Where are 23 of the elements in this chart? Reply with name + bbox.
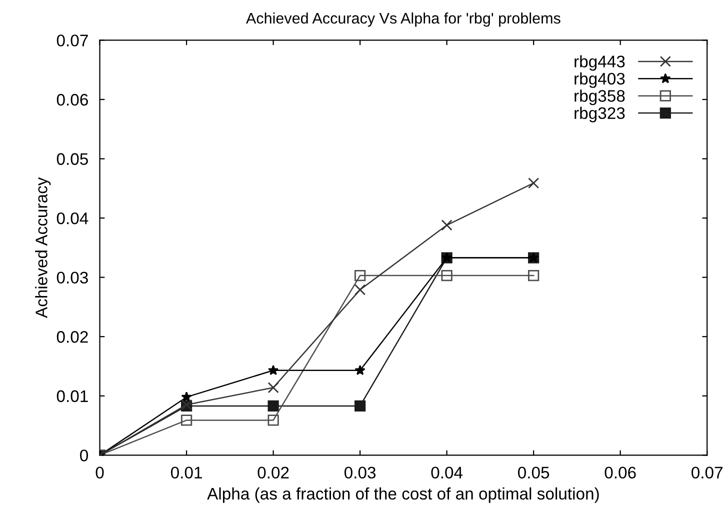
chart-title: Achieved Accuracy Vs Alpha for 'rbg' problems <box>246 12 560 27</box>
y-tick-label: 0.04 <box>56 212 88 224</box>
y-axis-title: Achieved Accuracy <box>35 177 51 318</box>
legend-label: rbg323 <box>574 106 625 122</box>
legend-label: rbg403 <box>574 72 625 88</box>
y-tick-label: 0.06 <box>56 94 88 106</box>
x-tick-label: 0.01 <box>170 466 202 479</box>
x-tick-label: 0.04 <box>431 466 463 479</box>
x-tick-label: 0 <box>96 466 104 479</box>
x-tick-label: 0.06 <box>604 466 636 479</box>
y-tick-label: 0.07 <box>56 34 88 46</box>
x-axis-title: Alpha (as a fraction of the cost of an optimal solution) <box>207 487 599 503</box>
y-tick-label: 0.05 <box>56 153 88 165</box>
y-tick-label: 0 <box>80 450 88 462</box>
x-tick-label: 0.05 <box>518 466 550 479</box>
x-tick-label: 0.07 <box>692 466 722 479</box>
legend-label: rbg443 <box>574 55 625 71</box>
legend-label: rbg358 <box>574 90 625 106</box>
x-tick-label: 0.03 <box>344 466 376 479</box>
y-tick-label: 0.03 <box>56 272 88 284</box>
x-tick-label: 0.02 <box>258 466 289 479</box>
y-tick-label: 0.02 <box>56 331 88 343</box>
y-tick-label: 0.01 <box>56 390 88 402</box>
